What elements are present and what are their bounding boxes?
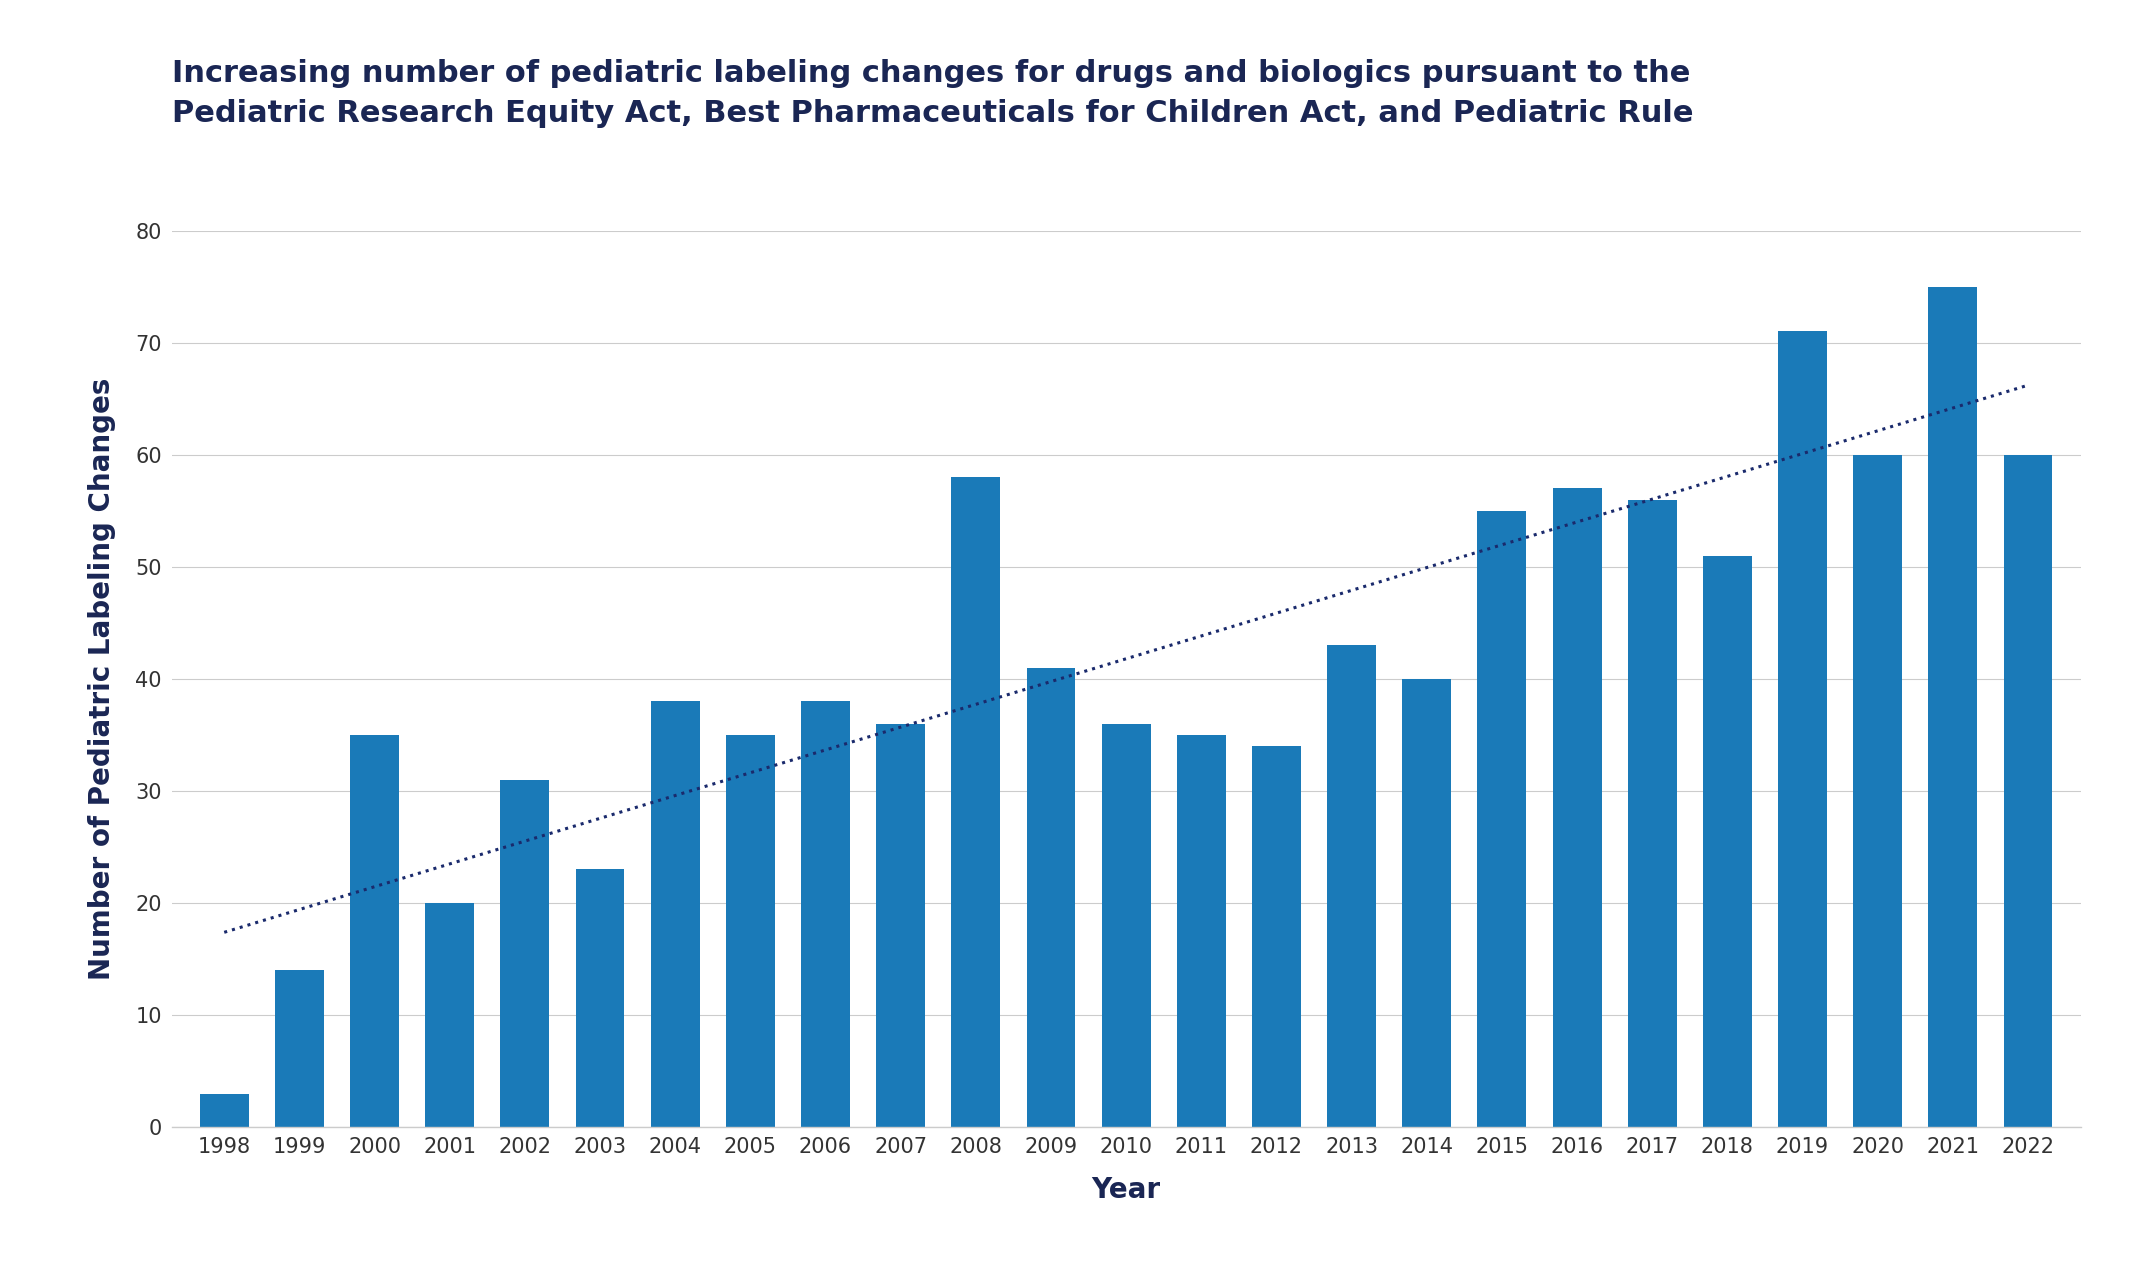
Bar	[500, 780, 549, 1127]
Bar	[2003, 455, 2053, 1127]
Bar	[1628, 500, 1677, 1127]
Text: Increasing number of pediatric labeling changes for drugs and biologics pursuant: Increasing number of pediatric labeling …	[172, 59, 1692, 128]
Bar	[1928, 287, 1978, 1127]
Bar	[1253, 746, 1300, 1127]
Bar	[1328, 646, 1377, 1127]
Bar	[650, 702, 699, 1127]
Bar	[1478, 511, 1527, 1127]
Bar	[1178, 735, 1225, 1127]
Bar	[1778, 332, 1828, 1127]
Bar	[1853, 455, 1903, 1127]
Bar	[275, 971, 324, 1127]
X-axis label: Year: Year	[1092, 1176, 1160, 1204]
Bar	[725, 735, 774, 1127]
Bar	[875, 724, 924, 1127]
Y-axis label: Number of Pediatric Labeling Changes: Number of Pediatric Labeling Changes	[88, 378, 116, 980]
Bar	[1703, 556, 1752, 1127]
Bar	[425, 903, 474, 1127]
Bar	[1027, 667, 1075, 1127]
Bar	[350, 735, 399, 1127]
Bar	[800, 702, 849, 1127]
Bar	[952, 478, 1000, 1127]
Bar	[575, 870, 624, 1127]
Bar	[1403, 679, 1452, 1127]
Bar	[199, 1094, 249, 1127]
Bar	[1553, 488, 1602, 1127]
Bar	[1103, 724, 1150, 1127]
